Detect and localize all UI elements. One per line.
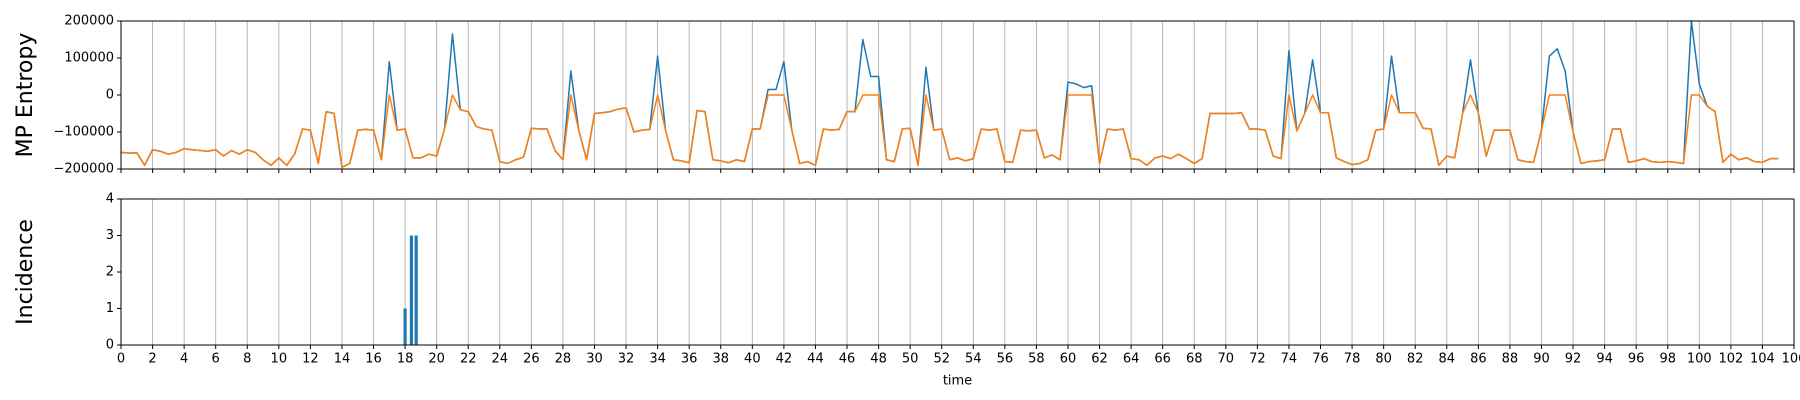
y-tick-label: 0 <box>106 88 114 103</box>
y-tick-label: 0 <box>106 338 114 353</box>
x-tick-label: 58 <box>1028 352 1045 367</box>
x-tick-label: 12 <box>302 352 319 367</box>
x-tick-label: 78 <box>1344 352 1361 367</box>
x-tick-label: 102 <box>1718 352 1743 367</box>
x-tick-label: 8 <box>243 352 251 367</box>
x-tick-label: 84 <box>1439 352 1456 367</box>
x-tick-label: 50 <box>902 352 919 367</box>
x-tick-label: 106 <box>1782 352 1800 367</box>
x-tick-label: 66 <box>1154 352 1171 367</box>
x-tick-label: 40 <box>744 352 761 367</box>
y-tick-label: −200000 <box>53 162 114 177</box>
x-tick-label: 76 <box>1312 352 1329 367</box>
x-tick-label: 88 <box>1502 352 1519 367</box>
x-tick-label: 64 <box>1123 352 1140 367</box>
x-tick-label: 68 <box>1186 352 1203 367</box>
x-tick-label: 38 <box>712 352 729 367</box>
x-tick-label: 80 <box>1375 352 1392 367</box>
x-tick-label: 92 <box>1565 352 1582 367</box>
x-tick-label: 2 <box>148 352 156 367</box>
line-series <box>121 94 1779 168</box>
x-tick-label: 42 <box>776 352 793 367</box>
x-tick-label: 54 <box>965 352 982 367</box>
x-tick-label: 100 <box>1687 352 1712 367</box>
x-tick-label: 0 <box>117 352 125 367</box>
x-tick-label: 32 <box>618 352 635 367</box>
plot-frame <box>120 20 1795 170</box>
plot-area <box>121 20 1779 168</box>
x-tick-label: 82 <box>1407 352 1424 367</box>
y-tick-label: −100000 <box>53 125 114 140</box>
bar <box>409 235 413 345</box>
x-tick-label: 30 <box>586 352 603 367</box>
x-tick-label: 26 <box>523 352 540 367</box>
y-tick-label: 1 <box>106 301 114 316</box>
y-tick-label: 4 <box>106 192 114 207</box>
x-tick-label: 46 <box>839 352 856 367</box>
x-tick-label: 52 <box>933 352 950 367</box>
y-axis-label: MP Entropy <box>13 33 38 158</box>
y-axis-label: Incidence <box>13 219 38 325</box>
x-tick-label: 96 <box>1628 352 1645 367</box>
x-tick-label: 14 <box>334 352 351 367</box>
x-tick-label: 104 <box>1750 352 1775 367</box>
x-tick-label: 60 <box>1060 352 1077 367</box>
plot-area <box>403 235 418 345</box>
x-tick-label: 56 <box>997 352 1014 367</box>
x-tick-label: 22 <box>460 352 477 367</box>
plot-frame <box>120 198 1795 346</box>
x-tick-label: 4 <box>180 352 188 367</box>
line-series <box>121 20 1779 168</box>
x-tick-label: 86 <box>1470 352 1487 367</box>
x-tick-label: 10 <box>271 352 288 367</box>
x-tick-label: 6 <box>212 352 220 367</box>
x-tick-label: 34 <box>649 352 666 367</box>
x-tick-label: 90 <box>1533 352 1550 367</box>
x-tick-label: 16 <box>365 352 382 367</box>
x-tick-label: 62 <box>1091 352 1108 367</box>
bar <box>403 308 407 345</box>
y-tick-label: 100000 <box>64 51 114 66</box>
x-tick-label: 18 <box>397 352 414 367</box>
x-tick-label: 36 <box>681 352 698 367</box>
x-tick-label: 44 <box>807 352 824 367</box>
x-tick-label: 48 <box>870 352 887 367</box>
x-tick-label: 20 <box>428 352 445 367</box>
x-tick-label: 70 <box>1218 352 1235 367</box>
x-tick-label: 28 <box>555 352 572 367</box>
x-tick-label: 72 <box>1249 352 1266 367</box>
y-tick-label: 3 <box>106 228 114 243</box>
y-tick-label: 2 <box>106 265 114 280</box>
x-tick-label: 74 <box>1281 352 1298 367</box>
x-tick-label: 24 <box>492 352 509 367</box>
x-tick-label: 94 <box>1596 352 1613 367</box>
y-tick-label: 200000 <box>64 14 114 29</box>
x-axis-label: time <box>943 374 972 389</box>
bar <box>414 235 418 345</box>
x-tick-label: 98 <box>1659 352 1676 367</box>
